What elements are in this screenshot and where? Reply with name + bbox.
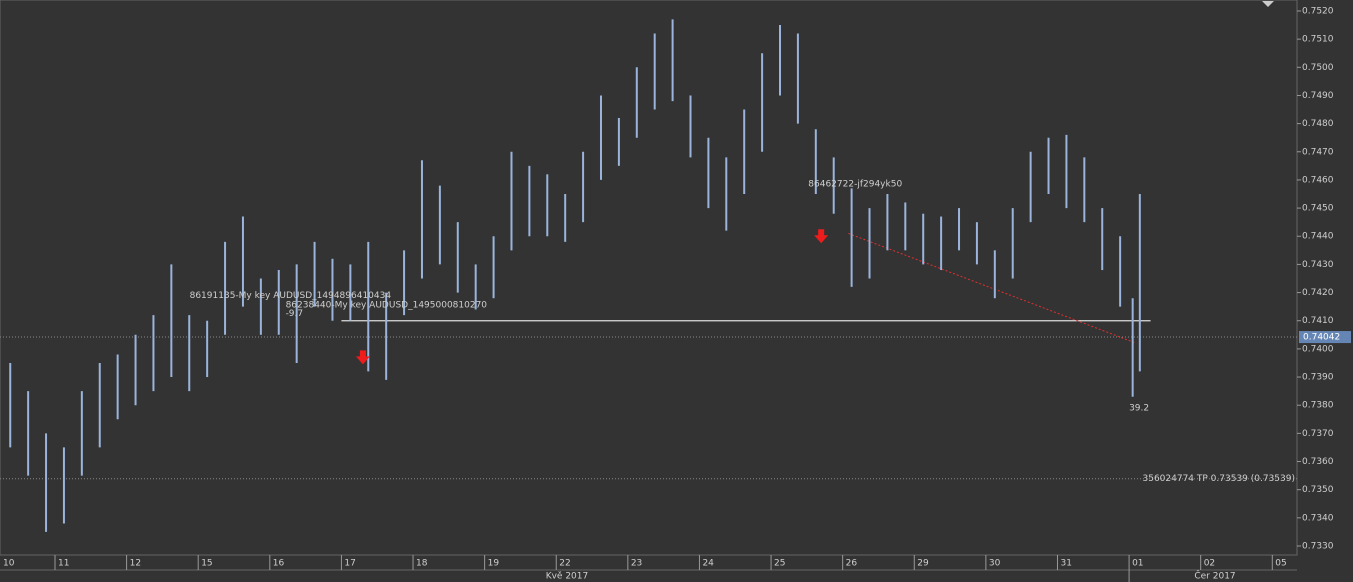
- x-tick-label: 05: [1275, 559, 1286, 569]
- x-tick-label: 10: [3, 559, 15, 569]
- y-tick-label: 0.7400: [1302, 344, 1334, 354]
- y-tick-label: 0.7340: [1302, 513, 1334, 523]
- sell-arrow: [355, 350, 370, 365]
- y-tick-label: 0.7460: [1302, 175, 1334, 185]
- menu-triangle: [1262, 1, 1274, 7]
- x-tick-label: 11: [58, 559, 69, 569]
- annotation: -9.7: [286, 309, 304, 319]
- annotation: 86238440-My key AUDUSD_1495000810270: [286, 301, 488, 311]
- y-tick-label: 0.7520: [1302, 6, 1334, 16]
- plot-area: [0, 0, 1298, 556]
- y-tick-label: 0.7420: [1302, 288, 1334, 298]
- x-tick-label: 24: [702, 559, 714, 569]
- sell-arrow: [814, 229, 829, 244]
- x-tick-label: 30: [989, 559, 1001, 569]
- y-tick-label: 0.7390: [1302, 373, 1334, 383]
- y-tick-label: 0.7360: [1302, 457, 1334, 467]
- y-tick-label: 0.7500: [1302, 63, 1334, 73]
- y-tick-label: 0.7430: [1302, 260, 1334, 270]
- y-tick-label: 0.7470: [1302, 147, 1334, 157]
- current-price-box: [1299, 331, 1351, 344]
- annotation: 86191135-My key AUDUSD_1494896410434: [190, 291, 392, 301]
- month-label: Kvě 2017: [546, 572, 589, 582]
- x-tick-label: 26: [846, 559, 858, 569]
- y-tick-label: 0.7330: [1302, 541, 1334, 551]
- x-tick-label: 31: [1060, 559, 1071, 569]
- current-price-label: 0.74042: [1303, 333, 1340, 343]
- y-tick-label: 0.7370: [1302, 429, 1334, 439]
- month-label: Čer 2017: [1194, 570, 1235, 582]
- x-tick-label: 19: [488, 559, 500, 569]
- tp-label: 356024774 TP 0.73539 (0.73539): [1143, 474, 1296, 484]
- y-tick-label: 0.7410: [1302, 316, 1334, 326]
- x-tick-label: 02: [1204, 559, 1215, 569]
- x-tick-label: 18: [416, 559, 428, 569]
- annotation: 39.2: [1129, 404, 1149, 414]
- x-tick-label: 22: [559, 559, 570, 569]
- y-tick-label: 0.7380: [1302, 401, 1334, 411]
- x-tick-label: 25: [774, 559, 785, 569]
- y-tick-label: 0.7450: [1302, 204, 1334, 214]
- y-tick-label: 0.7440: [1302, 232, 1334, 242]
- y-tick-label: 0.7480: [1302, 119, 1334, 129]
- y-tick-label: 0.7510: [1302, 35, 1334, 45]
- trend-line: [848, 232, 1137, 344]
- y-tick-label: 0.7350: [1302, 485, 1334, 495]
- y-tick-label: 0.7490: [1302, 91, 1334, 101]
- x-tick-label: 01: [1132, 559, 1143, 569]
- x-tick-label: 17: [344, 559, 355, 569]
- x-tick-label: 29: [917, 559, 929, 569]
- x-tick-label: 15: [201, 559, 212, 569]
- annotation: 86462722-jf294yk50: [808, 180, 902, 190]
- x-tick-label: 23: [631, 559, 642, 569]
- x-tick-label: 12: [130, 559, 141, 569]
- x-tick-label: 16: [273, 559, 285, 569]
